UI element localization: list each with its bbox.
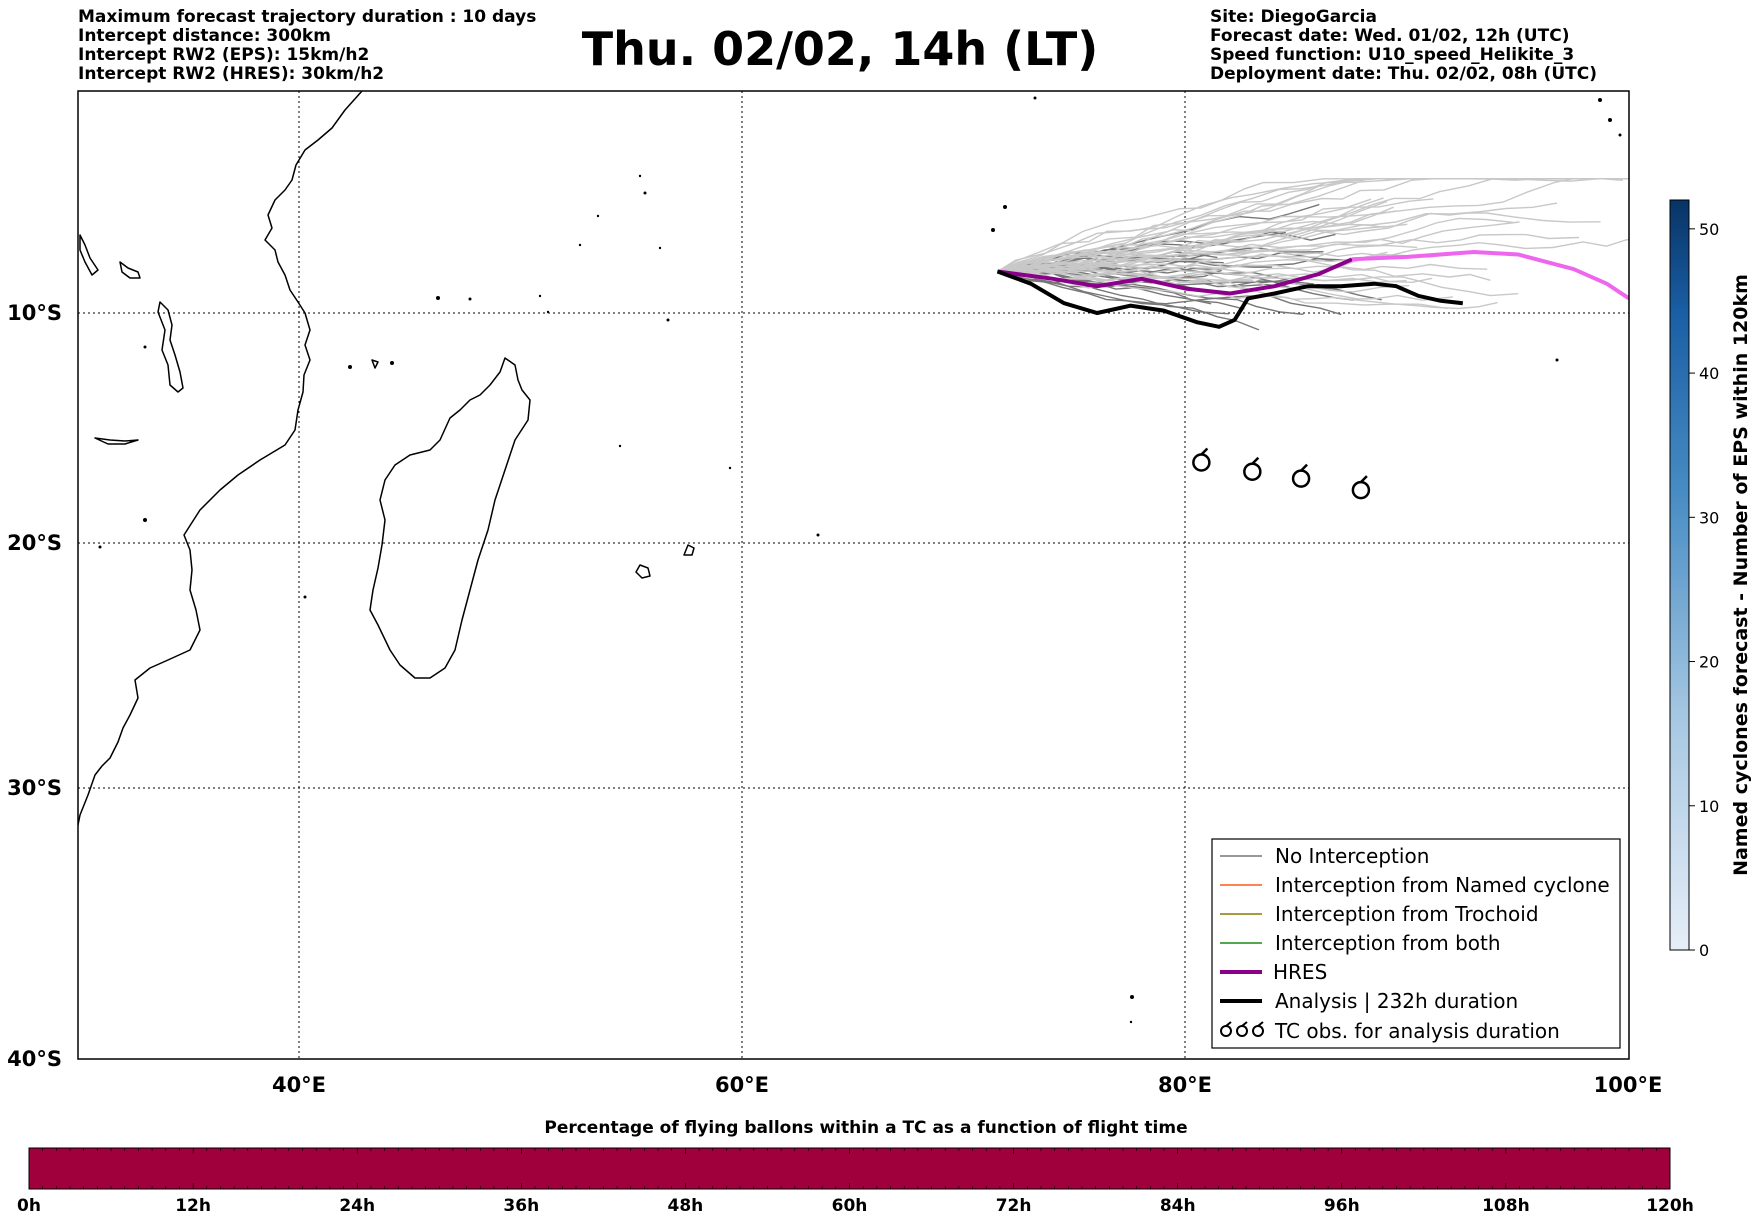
ensemble-trajectory — [997, 233, 1580, 274]
legend-box — [1211, 838, 1621, 1049]
flight-time-tick-label: 60h — [832, 1196, 868, 1216]
colorbar-tick-label: 10 — [1699, 797, 1719, 816]
lon-label-40e: 40°E — [272, 1073, 326, 1097]
flight-time-tick-label: 48h — [668, 1196, 704, 1216]
ensemble-trajectory — [997, 270, 1519, 297]
lat-label-40s: 40°S — [7, 1047, 62, 1071]
page-title: Thu. 02/02, 14h (LT) — [581, 22, 1099, 76]
tc-obs-symbol — [1192, 447, 1211, 472]
island-sey-1 — [635, 564, 651, 579]
header-line-intercept-hres: Intercept RW2 (HRES): 30km/h2 — [78, 64, 385, 84]
ensemble-trajectory — [997, 251, 1388, 275]
ensemble-trajectory — [997, 178, 1440, 273]
header-left-info: Maximum forecast trajectory duration : 1… — [78, 8, 536, 84]
ensemble-trajectory — [997, 178, 1609, 273]
colorbar-tick-label: 30 — [1699, 508, 1719, 527]
flight-time-tick-label: 36h — [503, 1196, 539, 1216]
ensemble-trajectory — [997, 263, 1488, 274]
flight-time-bar-minor-ticks — [42, 1148, 1657, 1189]
ensemble-trajectory — [997, 202, 1558, 273]
flight-time-bar: Percentage of flying ballons within a TC… — [17, 1118, 1694, 1216]
header-line-intercept-eps: Intercept RW2 (EPS): 15km/h2 — [78, 45, 370, 65]
flight-time-tick-label: 12h — [175, 1196, 211, 1216]
legend-label-analysis: Analysis | 232h duration — [1275, 989, 1518, 1013]
flight-time-tick-label: 84h — [1160, 1196, 1196, 1216]
ensemble-trajectory — [997, 178, 1619, 273]
legend-label-no-interception: No Interception — [1275, 844, 1429, 868]
colorbar-tick-label: 40 — [1699, 364, 1719, 383]
tc-observations — [1192, 447, 1371, 500]
lat-label-30s: 30°S — [7, 776, 62, 800]
flight-time-tick-label: 0h — [17, 1196, 41, 1216]
island-comoros-1 — [371, 359, 379, 369]
ensemble-trajectory — [997, 238, 1629, 273]
colorbar-tick-label: 50 — [1699, 220, 1719, 239]
lon-label-60e: 60°E — [715, 1073, 769, 1097]
header-line-deployment-date: Deployment date: Thu. 02/02, 08h (UTC) — [1210, 64, 1597, 84]
lon-label-80e: 80°E — [1158, 1073, 1212, 1097]
ensemble-trajectory — [997, 221, 1520, 273]
lon-label-100e: 100°E — [1594, 1073, 1663, 1097]
legend: No Interception Interception from Named … — [1211, 838, 1621, 1049]
ensemble-trajectory — [997, 266, 1410, 293]
flight-time-tick-label: 24h — [339, 1196, 375, 1216]
tc-obs-symbol — [1291, 463, 1311, 488]
map-frame — [77, 90, 1630, 1060]
flight-time-bar-ticks: 0h 12h 24h 36h 48h 60h 72h 84h 96h 108h 120h — [17, 1196, 1694, 1216]
header-line-forecast-date: Forecast date: Wed. 01/02, 12h (UTC) — [1210, 26, 1570, 46]
island-coast-small-1 — [119, 261, 141, 279]
header-right-info: Site: DiegoGarcia Forecast date: Wed. 01… — [1210, 8, 1597, 84]
flight-time-bar-title: Percentage of flying ballons within a TC… — [544, 1118, 1187, 1138]
small-islands — [98, 96, 1622, 1024]
eps-colorbar-gradient — [1669, 199, 1690, 951]
ensemble-trajectory — [997, 270, 1245, 310]
lat-label-20s: 20°S — [7, 531, 62, 555]
eps-colorbar-label: Named cyclones forecast - Number of EPS … — [1730, 274, 1752, 876]
colorbar-tick-label: 20 — [1699, 653, 1719, 672]
legend-label-both: Interception from both — [1275, 931, 1501, 955]
hres-track — [997, 257, 1353, 296]
header-line-speed-function: Speed function: U10_speed_Helikite_3 — [1210, 45, 1575, 65]
analysis-track — [996, 269, 1464, 329]
header-line-site: Site: DiegoGarcia — [1210, 7, 1377, 27]
coastlines — [78, 91, 695, 826]
colorbar-tick-label: 0 — [1699, 941, 1709, 960]
island-reunion — [683, 544, 695, 556]
flight-time-tick-label: 120h — [1646, 1196, 1694, 1216]
cyclone-symbol-icon — [1220, 1021, 1264, 1037]
flight-time-tick-label: 96h — [1324, 1196, 1360, 1216]
header-line-intercept-distance: Intercept distance: 300km — [78, 26, 331, 46]
legend-label-hres: HRES — [1273, 960, 1327, 984]
island-kenya-1 — [157, 301, 184, 393]
header-line-duration: Maximum forecast trajectory duration : 1… — [78, 7, 537, 27]
flight-time-tick-label: 108h — [1482, 1196, 1530, 1216]
eps-colorbar-ticks: 0 10 20 30 40 50 — [1689, 220, 1719, 960]
africa-coastline — [78, 91, 363, 826]
tc-obs-symbol — [1243, 456, 1262, 481]
eps-colorbar: 0 10 20 30 40 50 Named cyclones forecast - Nu… — [1669, 199, 1752, 960]
ensemble-trajectory — [997, 269, 1454, 301]
flight-time-tick-label: 72h — [996, 1196, 1032, 1216]
legend-label-tc-obs: TC obs. for analysis duration — [1274, 1019, 1560, 1043]
tc-obs-symbol — [1351, 475, 1371, 500]
madagascar-coastline — [369, 357, 531, 679]
hres-track-late — [1351, 249, 1629, 301]
island-arabia-1 — [79, 234, 99, 276]
legend-label-trochoid: Interception from Trochoid — [1275, 902, 1539, 926]
island-coast-small-2 — [94, 437, 139, 445]
lat-label-10s: 10°S — [7, 301, 62, 325]
flight-time-bar-fill — [28, 1147, 1671, 1190]
legend-label-named-cyclone: Interception from Named cyclone — [1275, 873, 1610, 897]
